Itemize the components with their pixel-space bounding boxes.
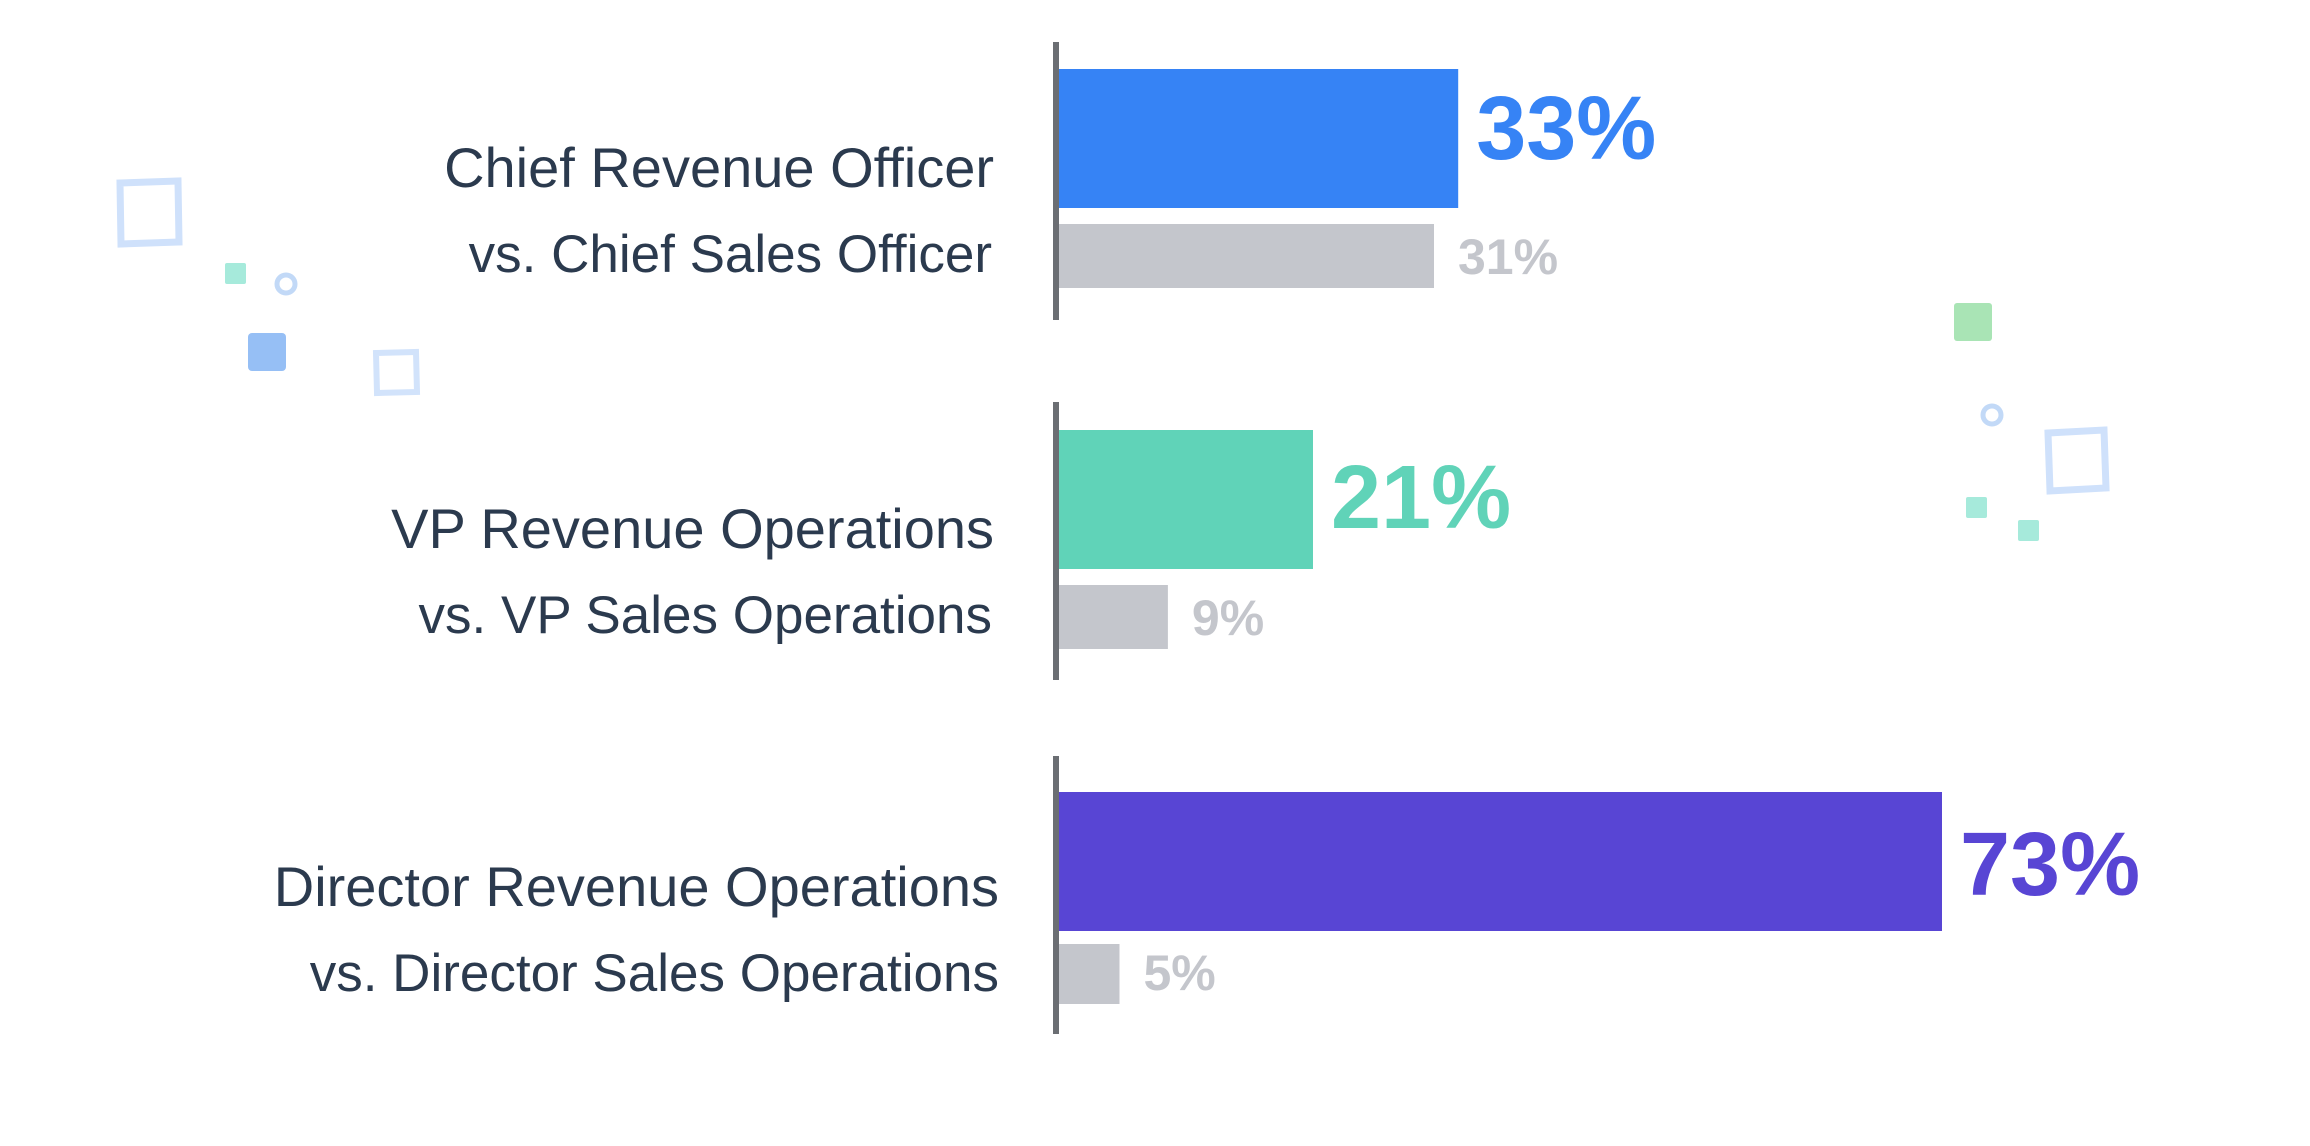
- primary-value-label: 73%: [1960, 815, 2140, 915]
- comparison-value-label: 31%: [1458, 229, 1558, 285]
- small-teal-square-shape: [225, 263, 246, 284]
- comparison-bar: [1059, 224, 1434, 288]
- secondary-category-label: vs. VP Sales Operations: [419, 586, 992, 645]
- bar-group-1: VP Revenue Operations vs. VP Sales Opera…: [391, 402, 1511, 680]
- secondary-category-label: vs. Chief Sales Officer: [469, 225, 992, 284]
- primary-category-label: Director Revenue Operations: [274, 855, 999, 918]
- secondary-category-label: vs. Director Sales Operations: [310, 944, 999, 1003]
- primary-category-label: Chief Revenue Officer: [444, 136, 994, 199]
- bar-group-0: Chief Revenue Officer vs. Chief Sales Of…: [444, 42, 1656, 320]
- small-ring-shape: [1980, 403, 2004, 427]
- comparison-value-label: 9%: [1192, 590, 1264, 646]
- decorative-confetti-left: [116, 177, 421, 397]
- comparison-bar: [1059, 944, 1120, 1004]
- primary-value-label: 33%: [1476, 79, 1656, 179]
- primary-bar: [1059, 430, 1313, 569]
- small-teal-square-shape: [2018, 520, 2039, 541]
- decorative-confetti-right: [1954, 303, 2110, 541]
- outline-square-shape: [2044, 426, 2110, 495]
- comparison-value-label: 5%: [1144, 945, 1216, 1001]
- green-square-shape: [1954, 303, 1992, 341]
- primary-value-label: 21%: [1331, 448, 1511, 548]
- primary-bar: [1059, 792, 1942, 931]
- small-teal-square-shape: [1966, 497, 1987, 518]
- outline-square-shape: [372, 348, 421, 397]
- comparison-bar: [1059, 585, 1168, 649]
- blue-square-shape: [248, 333, 286, 371]
- bar-group-2: Director Revenue Operations vs. Director…: [274, 756, 2140, 1034]
- primary-category-label: VP Revenue Operations: [391, 497, 994, 560]
- outline-square-shape: [116, 177, 183, 248]
- small-ring-shape: [274, 272, 298, 296]
- primary-bar: [1059, 69, 1459, 208]
